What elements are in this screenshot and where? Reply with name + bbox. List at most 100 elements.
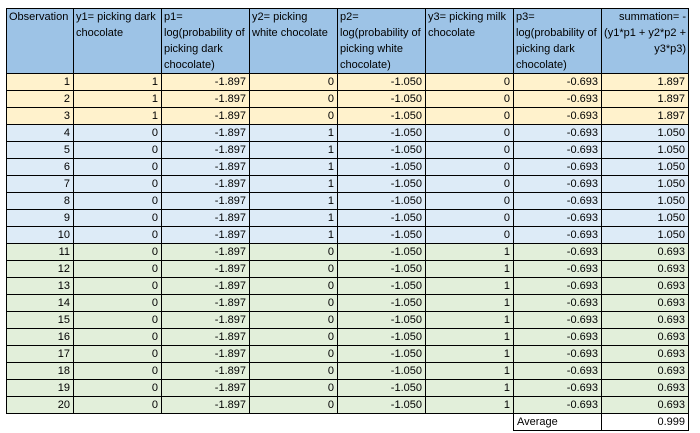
cell-obs[interactable]: 3 — [6, 107, 74, 125]
cell-sum[interactable]: 0.693 — [601, 328, 689, 346]
cell-p2[interactable]: -1.050 — [337, 311, 426, 329]
cell-p2[interactable]: -1.050 — [337, 277, 426, 295]
cell-p3[interactable]: -0.693 — [513, 226, 602, 244]
cell-y3[interactable]: 1 — [425, 328, 514, 346]
cell-p2[interactable]: -1.050 — [337, 379, 426, 397]
cell-y3[interactable]: 1 — [425, 396, 514, 414]
cell-y3[interactable]: 0 — [425, 209, 514, 227]
cell-sum[interactable]: 0.693 — [601, 294, 689, 312]
cell-p1[interactable]: -1.897 — [161, 379, 250, 397]
cell-y1[interactable]: 0 — [73, 277, 162, 295]
cell-p1[interactable]: -1.897 — [161, 192, 250, 210]
cell-sum[interactable]: 1.897 — [601, 90, 689, 108]
cell-obs[interactable]: 11 — [6, 243, 74, 261]
cell-y2[interactable]: 0 — [249, 73, 338, 91]
cell-y1[interactable]: 0 — [73, 328, 162, 346]
header-y3[interactable]: y3= picking milk chocolate — [425, 8, 514, 74]
cell-y3[interactable]: 1 — [425, 362, 514, 380]
cell-obs[interactable]: 1 — [6, 73, 74, 91]
cell-sum[interactable]: 1.050 — [601, 124, 689, 142]
cell-y1[interactable]: 0 — [73, 141, 162, 159]
cell-p1[interactable]: -1.897 — [161, 73, 250, 91]
cell-p1[interactable]: -1.897 — [161, 396, 250, 414]
cell-y3[interactable]: 1 — [425, 345, 514, 363]
cell-y2[interactable]: 1 — [249, 175, 338, 193]
cell-y2[interactable]: 0 — [249, 243, 338, 261]
cell-p3[interactable]: -0.693 — [513, 328, 602, 346]
cell-y2[interactable]: 0 — [249, 90, 338, 108]
cell-y1[interactable]: 1 — [73, 73, 162, 91]
cell-sum[interactable]: 0.693 — [601, 396, 689, 414]
cell-y3[interactable]: 0 — [425, 158, 514, 176]
cell-p3[interactable]: -0.693 — [513, 158, 602, 176]
cell-y2[interactable]: 1 — [249, 192, 338, 210]
cell-sum[interactable]: 1.050 — [601, 226, 689, 244]
cell-p3[interactable]: -0.693 — [513, 277, 602, 295]
cell-p2[interactable]: -1.050 — [337, 396, 426, 414]
cell-y2[interactable]: 1 — [249, 226, 338, 244]
cell-y2[interactable]: 0 — [249, 328, 338, 346]
cell-sum[interactable]: 1.050 — [601, 209, 689, 227]
cell-sum[interactable]: 0.693 — [601, 243, 689, 261]
cell-obs[interactable]: 7 — [6, 175, 74, 193]
cell-y1[interactable]: 0 — [73, 209, 162, 227]
cell-y2[interactable]: 0 — [249, 362, 338, 380]
cell-y3[interactable]: 1 — [425, 379, 514, 397]
cell-obs[interactable]: 13 — [6, 277, 74, 295]
cell-p1[interactable]: -1.897 — [161, 243, 250, 261]
cell-p3[interactable]: -0.693 — [513, 107, 602, 125]
cell-sum[interactable]: 1.050 — [601, 175, 689, 193]
cell-y2[interactable]: 0 — [249, 260, 338, 278]
cell-y1[interactable]: 0 — [73, 158, 162, 176]
cell-p3[interactable]: -0.693 — [513, 192, 602, 210]
cell-obs[interactable]: 18 — [6, 362, 74, 380]
cell-p3[interactable]: -0.693 — [513, 73, 602, 91]
cell-p2[interactable]: -1.050 — [337, 107, 426, 125]
cell-p1[interactable]: -1.897 — [161, 345, 250, 363]
cell-y2[interactable]: 1 — [249, 124, 338, 142]
cell-p2[interactable]: -1.050 — [337, 158, 426, 176]
cell-p1[interactable]: -1.897 — [161, 362, 250, 380]
cell-sum[interactable]: 0.693 — [601, 277, 689, 295]
cell-y2[interactable]: 0 — [249, 294, 338, 312]
cell-sum[interactable]: 1.897 — [601, 73, 689, 91]
cell-y1[interactable]: 0 — [73, 243, 162, 261]
header-y2[interactable]: y2= picking white chocolate — [249, 8, 338, 74]
cell-y3[interactable]: 0 — [425, 124, 514, 142]
cell-p2[interactable]: -1.050 — [337, 73, 426, 91]
cell-p3[interactable]: -0.693 — [513, 260, 602, 278]
cell-p3[interactable]: -0.693 — [513, 379, 602, 397]
cell-p3[interactable]: -0.693 — [513, 175, 602, 193]
cell-y1[interactable]: 0 — [73, 226, 162, 244]
cell-p1[interactable]: -1.897 — [161, 90, 250, 108]
cell-p2[interactable]: -1.050 — [337, 90, 426, 108]
cell-y1[interactable]: 1 — [73, 90, 162, 108]
cell-y3[interactable]: 0 — [425, 226, 514, 244]
cell-y2[interactable]: 1 — [249, 209, 338, 227]
cell-y2[interactable]: 0 — [249, 379, 338, 397]
cell-p3[interactable]: -0.693 — [513, 362, 602, 380]
cell-sum[interactable]: 0.693 — [601, 260, 689, 278]
cell-p1[interactable]: -1.897 — [161, 107, 250, 125]
cell-y1[interactable]: 0 — [73, 362, 162, 380]
cell-p1[interactable]: -1.897 — [161, 328, 250, 346]
cell-y2[interactable]: 0 — [249, 277, 338, 295]
cell-p3[interactable]: -0.693 — [513, 396, 602, 414]
cell-y1[interactable]: 0 — [73, 294, 162, 312]
cell-p1[interactable]: -1.897 — [161, 158, 250, 176]
cell-y1[interactable]: 0 — [73, 192, 162, 210]
cell-p2[interactable]: -1.050 — [337, 294, 426, 312]
cell-y1[interactable]: 0 — [73, 311, 162, 329]
cell-p1[interactable]: -1.897 — [161, 226, 250, 244]
cell-p3[interactable]: -0.693 — [513, 141, 602, 159]
cell-obs[interactable]: 17 — [6, 345, 74, 363]
cell-y2[interactable]: 0 — [249, 311, 338, 329]
cell-y3[interactable]: 1 — [425, 294, 514, 312]
header-p1[interactable]: p1= log(probability of picking dark choc… — [161, 8, 250, 74]
cell-p3[interactable]: -0.693 — [513, 209, 602, 227]
cell-y3[interactable]: 1 — [425, 277, 514, 295]
cell-sum[interactable]: 1.897 — [601, 107, 689, 125]
cell-obs[interactable]: 19 — [6, 379, 74, 397]
cell-y2[interactable]: 0 — [249, 396, 338, 414]
cell-y2[interactable]: 1 — [249, 141, 338, 159]
